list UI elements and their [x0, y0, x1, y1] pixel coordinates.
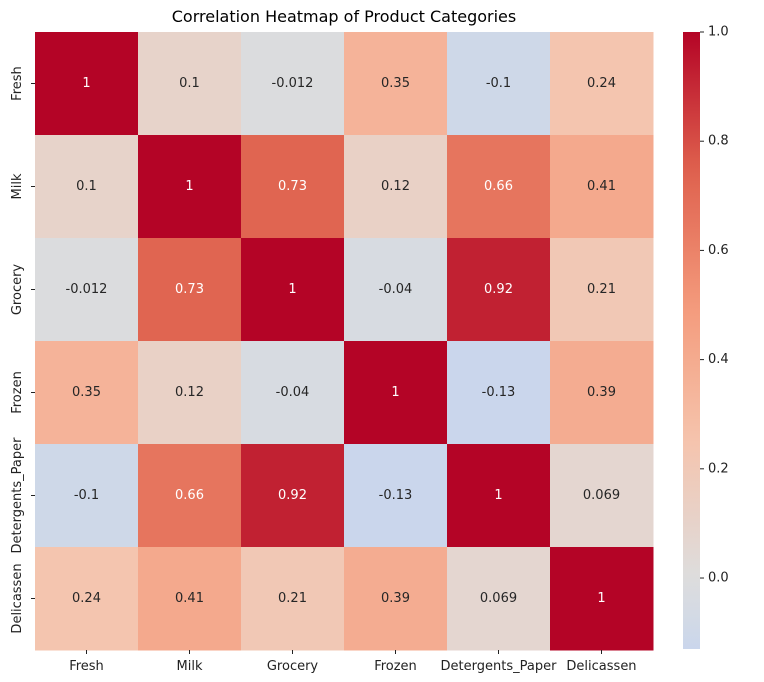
cell-annotation: -0.04	[379, 282, 413, 297]
heatmap-cell	[241, 238, 345, 342]
heatmap-cell	[447, 135, 551, 239]
heatmap-cell	[550, 547, 654, 651]
cell-annotation: 0.1	[179, 76, 200, 91]
cell-annotation: 0.24	[587, 76, 616, 91]
cell-annotation: -0.012	[66, 282, 108, 297]
heatmap-cells	[35, 32, 654, 651]
x-tick-label: Grocery	[267, 659, 319, 674]
cell-annotation: 0.1	[76, 179, 97, 194]
heatmap-cell	[138, 444, 242, 548]
heatmap-cell	[138, 238, 242, 342]
x-tick-label: Milk	[177, 659, 203, 674]
heatmap-cell	[35, 444, 139, 548]
heatmap-cell	[241, 341, 345, 445]
heatmap-cell	[344, 341, 448, 445]
colorbar-tick-label: 0.4	[708, 352, 729, 367]
heatmap-cell	[35, 341, 139, 445]
cell-annotation: 0.73	[175, 282, 204, 297]
y-axis-ticks: Fresh Milk Grocery Frozen Detergents_Paper De…	[10, 66, 35, 634]
heatmap-cell	[550, 32, 654, 136]
cell-annotation: 0.35	[72, 385, 101, 400]
cell-annotation: 0.24	[72, 591, 101, 606]
heatmap-cell	[447, 32, 551, 136]
y-tick-label: Detergents_Paper	[10, 437, 25, 554]
chart-title: Correlation Heatmap of Product Categorie…	[172, 7, 516, 26]
x-axis-ticks: Fresh Milk Grocery Frozen Detergents_Paper De…	[69, 650, 637, 674]
cell-annotation: 0.41	[175, 591, 204, 606]
colorbar-tick-label: 0.6	[708, 243, 729, 258]
heatmap-cell	[447, 444, 551, 548]
cell-annotation: 0.12	[175, 385, 204, 400]
heatmap-cell	[344, 32, 448, 136]
y-tick-label: Grocery	[10, 264, 25, 316]
heatmap-cell	[550, 341, 654, 445]
heatmap-cell	[35, 547, 139, 651]
cell-annotation: 0.92	[484, 282, 513, 297]
heatmap-cell	[344, 135, 448, 239]
cell-annotation: 0.21	[587, 282, 616, 297]
colorbar: 0.0 0.2 0.4 0.6 0.8 1.0	[683, 25, 729, 649]
y-tick-label: Delicassen	[10, 563, 25, 633]
cell-annotation: 1	[185, 179, 193, 194]
cell-annotation: -0.012	[272, 76, 314, 91]
heatmap-cell	[138, 32, 242, 136]
heatmap-cell	[138, 547, 242, 651]
heatmap-cell	[344, 444, 448, 548]
y-tick-label: Milk	[10, 173, 25, 199]
cell-annotation: 1	[494, 488, 502, 503]
colorbar-tick-label: 1.0	[708, 25, 729, 40]
cell-annotation: 0.35	[381, 76, 410, 91]
heatmap-cell	[35, 238, 139, 342]
heatmap-cell	[35, 32, 139, 136]
cell-annotation: 0.069	[480, 591, 517, 606]
heatmap-cell	[138, 341, 242, 445]
colorbar-tick-label: 0.2	[708, 461, 729, 476]
heatmap-cell	[241, 32, 345, 136]
cell-annotation: 1	[597, 591, 605, 606]
cell-annotation: 0.73	[278, 179, 307, 194]
cell-annotation: 0.069	[583, 488, 620, 503]
cell-annotation: 0.41	[587, 179, 616, 194]
colorbar-tick-label: 0.0	[708, 571, 729, 586]
heatmap-cell	[550, 238, 654, 342]
cell-annotation: 0.39	[587, 385, 616, 400]
heatmap-cell	[241, 135, 345, 239]
cell-annotation: 1	[288, 282, 296, 297]
colorbar-gradient	[683, 32, 700, 649]
cell-annotation: 0.66	[175, 488, 204, 503]
heatmap-cell	[241, 444, 345, 548]
cell-annotation: -0.13	[482, 385, 516, 400]
heatmap-cell	[241, 547, 345, 651]
x-tick-label: Fresh	[69, 659, 104, 674]
cell-annotation: -0.04	[276, 385, 310, 400]
x-tick-label: Frozen	[374, 659, 417, 674]
y-tick-label: Fresh	[10, 66, 25, 101]
heatmap-cell	[344, 547, 448, 651]
x-tick-label: Detergents_Paper	[441, 659, 558, 674]
heatmap-cell	[447, 341, 551, 445]
cell-annotation: -0.13	[379, 488, 413, 503]
cell-annotation: -0.1	[486, 76, 511, 91]
cell-annotation: 0.66	[484, 179, 513, 194]
cell-annotation: -0.1	[74, 488, 99, 503]
cell-annotation: 1	[391, 385, 399, 400]
heatmap-annotations: 1 0.1 -0.012 0.35 -0.1 0.24 0.1 1 0.73 0.12 0.66 0.…	[66, 76, 621, 606]
heatmap-cell	[447, 238, 551, 342]
heatmap-cell	[550, 444, 654, 548]
cell-annotation: 0.12	[381, 179, 410, 194]
x-tick-label: Delicassen	[566, 659, 636, 674]
cell-annotation: 0.92	[278, 488, 307, 503]
heatmap-cell	[138, 135, 242, 239]
colorbar-tick-label: 0.8	[708, 134, 729, 149]
cell-annotation: 1	[82, 76, 90, 91]
cell-annotation: 0.39	[381, 591, 410, 606]
y-tick-label: Frozen	[10, 371, 25, 414]
cell-annotation: 0.21	[278, 591, 307, 606]
heatmap-cell	[447, 547, 551, 651]
heatmap-cell	[35, 135, 139, 239]
heatmap-cell	[550, 135, 654, 239]
heatmap-cell	[344, 238, 448, 342]
